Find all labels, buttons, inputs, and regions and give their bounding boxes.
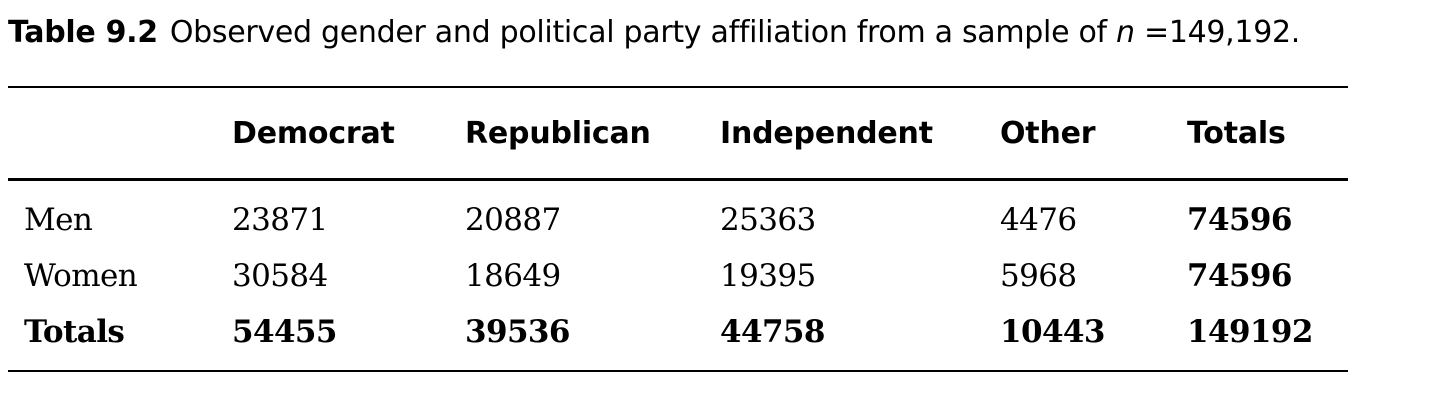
column-header-independent: Independent <box>720 116 933 151</box>
table-cell: 19395 <box>720 258 816 294</box>
table-label: Table 9.2 <box>8 15 158 50</box>
column-header-republican: Republican <box>465 116 651 151</box>
table-cell: 20887 <box>465 202 561 238</box>
table-cell: 30584 <box>232 258 328 294</box>
caption-text-1: Observed gender and political party affi… <box>169 15 1117 50</box>
table-cell: 4476 <box>1000 202 1077 238</box>
column-total-cell: 39536 <box>465 314 570 350</box>
table-cell: 23871 <box>232 202 328 238</box>
column-header-other: Other <box>1000 116 1096 151</box>
caption-text-2: =149,192. <box>1134 15 1301 50</box>
row-total-cell: 74596 <box>1187 258 1292 294</box>
table-bottom-rule <box>8 370 1348 372</box>
row-label-men: Men <box>24 202 93 238</box>
table-cell: 25363 <box>720 202 816 238</box>
row-label-totals: Totals <box>24 314 125 350</box>
column-header-totals: Totals <box>1187 116 1286 151</box>
column-total-cell: 10443 <box>1000 314 1105 350</box>
column-total-cell: 44758 <box>720 314 825 350</box>
table-header-rule <box>8 178 1348 181</box>
row-total-cell: 74596 <box>1187 202 1292 238</box>
grand-total-cell: 149192 <box>1187 314 1313 350</box>
table-cell: 5968 <box>1000 258 1077 294</box>
caption-n-symbol: n <box>1116 15 1135 50</box>
row-label-women: Women <box>24 258 138 294</box>
table-caption: Table 9.2 Observed gender and political p… <box>8 12 1300 54</box>
table-cell: 18649 <box>465 258 561 294</box>
column-total-cell: 54455 <box>232 314 337 350</box>
table-top-rule <box>8 86 1348 88</box>
column-header-democrat: Democrat <box>232 116 395 151</box>
